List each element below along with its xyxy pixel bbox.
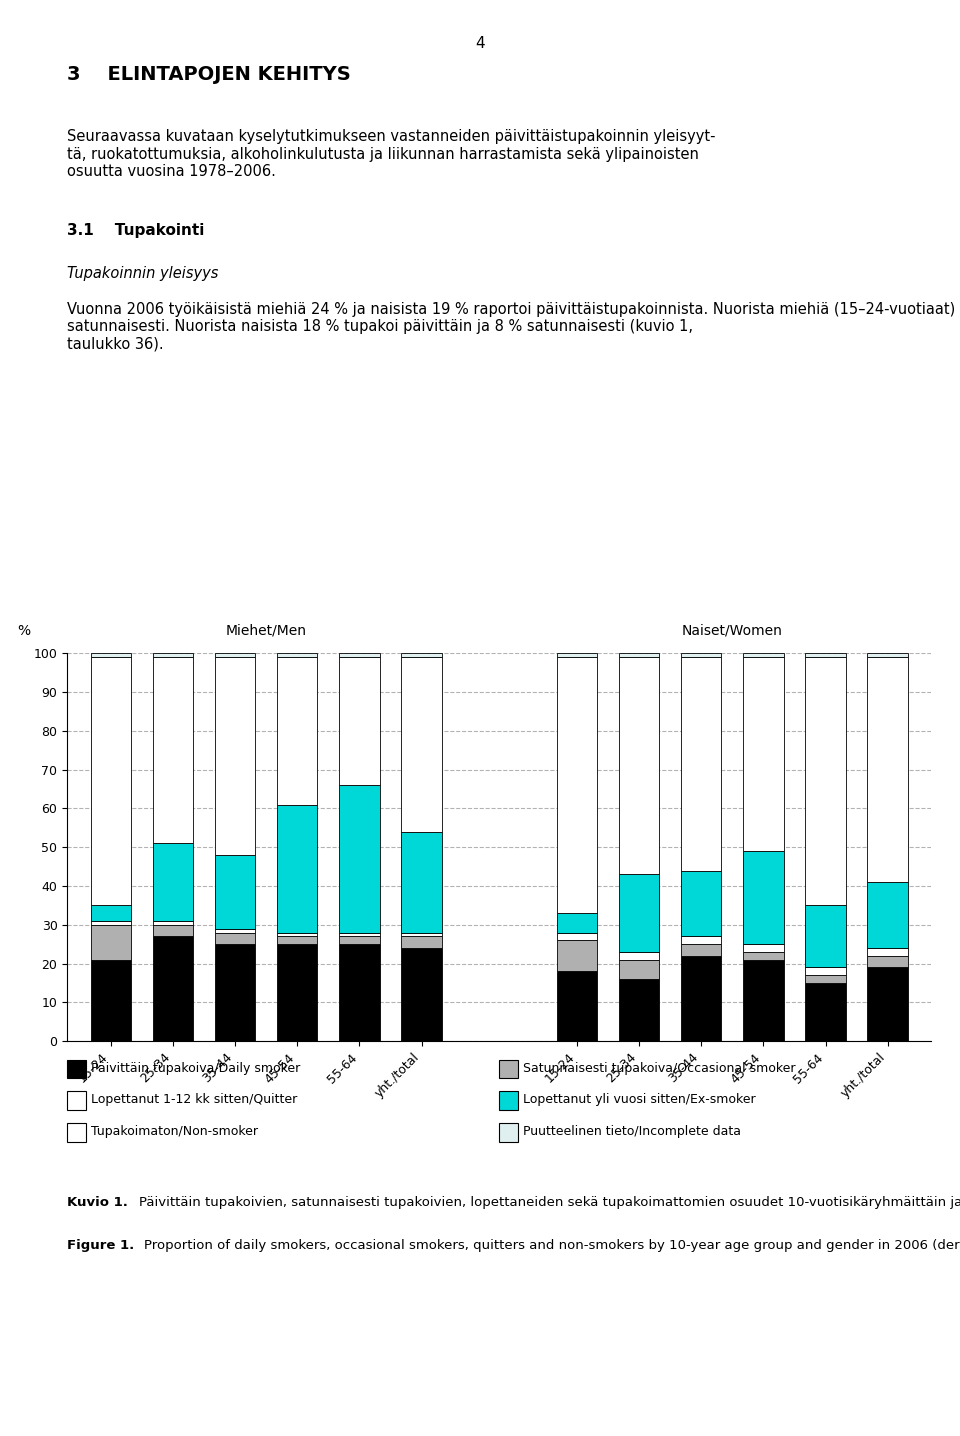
Bar [743, 959, 783, 1041]
Bar [339, 945, 379, 1041]
Bar [805, 658, 846, 905]
Bar [681, 653, 721, 658]
Bar [557, 913, 597, 932]
Text: Proportion of daily smokers, occasional smokers, quitters and non-smokers by 10-: Proportion of daily smokers, occasional … [144, 1239, 960, 1252]
Text: 4: 4 [475, 36, 485, 50]
Bar [153, 653, 193, 658]
Bar [681, 870, 721, 936]
Bar [339, 932, 379, 936]
Bar [743, 852, 783, 945]
Bar [868, 658, 908, 882]
Bar [215, 658, 255, 854]
Bar [743, 658, 783, 852]
Bar [339, 936, 379, 945]
Bar [557, 941, 597, 971]
Bar [805, 982, 846, 1041]
Text: Päivittäin tupakoiva/Daily smoker: Päivittäin tupakoiva/Daily smoker [91, 1061, 300, 1076]
Bar [153, 925, 193, 936]
Bar [153, 658, 193, 843]
Bar [401, 653, 442, 658]
Bar [743, 945, 783, 952]
Text: Tupakoinnin yleisyys: Tupakoinnin yleisyys [67, 266, 219, 280]
Bar [619, 658, 660, 875]
Bar [743, 952, 783, 959]
Bar [868, 948, 908, 956]
Bar [681, 956, 721, 1041]
Bar [619, 875, 660, 952]
Bar [215, 929, 255, 932]
Bar [868, 956, 908, 968]
Bar [90, 653, 131, 658]
Bar [277, 936, 318, 945]
Bar [557, 971, 597, 1041]
Bar [339, 653, 379, 658]
Bar [619, 653, 660, 658]
Text: Lopettanut yli vuosi sitten/Ex-smoker: Lopettanut yli vuosi sitten/Ex-smoker [523, 1093, 756, 1107]
Text: Seuraavassa kuvataan kyselytutkimukseen vastanneiden päivittäistupakoinnin yleis: Seuraavassa kuvataan kyselytutkimukseen … [67, 129, 716, 180]
Bar [681, 658, 721, 870]
Bar [339, 785, 379, 932]
Y-axis label: %: % [17, 623, 31, 638]
Bar [90, 925, 131, 959]
Text: Lopettanut 1-12 kk sitten/Quitter: Lopettanut 1-12 kk sitten/Quitter [91, 1093, 298, 1107]
Bar [557, 932, 597, 941]
Bar [153, 843, 193, 920]
Bar [805, 975, 846, 982]
Bar [153, 920, 193, 925]
Bar [619, 952, 660, 959]
Bar [681, 936, 721, 945]
Bar [743, 653, 783, 658]
Text: Päivittäin tupakoivien, satunnaisesti tupakoivien, lopettaneiden sekä tupakoimat: Päivittäin tupakoivien, satunnaisesti tu… [139, 1196, 960, 1209]
Bar [681, 945, 721, 956]
Bar [215, 945, 255, 1041]
Bar [401, 658, 442, 831]
Bar [277, 804, 318, 932]
Bar [401, 932, 442, 936]
Bar [868, 882, 908, 948]
Bar [868, 653, 908, 658]
Bar [805, 968, 846, 975]
Bar [805, 905, 846, 968]
Bar [153, 936, 193, 1041]
Text: 3.1    Tupakointi: 3.1 Tupakointi [67, 223, 204, 237]
Bar [277, 932, 318, 936]
Bar [868, 968, 908, 1041]
Bar [215, 854, 255, 929]
Text: Miehet/Men: Miehet/Men [226, 623, 306, 638]
Bar [90, 920, 131, 925]
Text: 3    ELINTAPOJEN KEHITYS: 3 ELINTAPOJEN KEHITYS [67, 65, 351, 83]
Bar [401, 936, 442, 948]
Bar [215, 932, 255, 945]
Bar [277, 653, 318, 658]
Bar [90, 658, 131, 905]
Bar [557, 658, 597, 913]
Text: Figure 1.: Figure 1. [67, 1239, 134, 1252]
Bar [215, 653, 255, 658]
Bar [619, 959, 660, 979]
Bar [401, 948, 442, 1041]
Bar [401, 831, 442, 932]
Bar [339, 658, 379, 785]
Text: Satunnaisesti tupakoiva/Occasional smoker: Satunnaisesti tupakoiva/Occasional smoke… [523, 1061, 796, 1076]
Text: Tupakoimaton/Non-smoker: Tupakoimaton/Non-smoker [91, 1124, 258, 1139]
Bar [557, 653, 597, 658]
Text: Naiset/Women: Naiset/Women [682, 623, 782, 638]
Bar [277, 945, 318, 1041]
Bar [277, 658, 318, 804]
Bar [619, 979, 660, 1041]
Text: Kuvio 1.: Kuvio 1. [67, 1196, 128, 1209]
Text: Vuonna 2006 työikäisistä miehiä 24 % ja naisista 19 % raportoi päivittäistupakoi: Vuonna 2006 työikäisistä miehiä 24 % ja … [67, 302, 960, 352]
Bar [90, 959, 131, 1041]
Text: Puutteelinen tieto/Incomplete data: Puutteelinen tieto/Incomplete data [523, 1124, 741, 1139]
Bar [90, 906, 131, 920]
Bar [805, 653, 846, 658]
